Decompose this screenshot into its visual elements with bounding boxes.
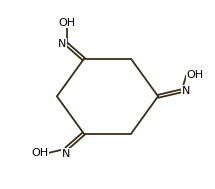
Text: N: N <box>58 39 66 49</box>
Text: N: N <box>62 149 71 159</box>
Text: OH: OH <box>58 18 75 28</box>
Text: OH: OH <box>186 70 204 80</box>
Text: N: N <box>182 86 190 96</box>
Text: OH: OH <box>31 148 49 158</box>
